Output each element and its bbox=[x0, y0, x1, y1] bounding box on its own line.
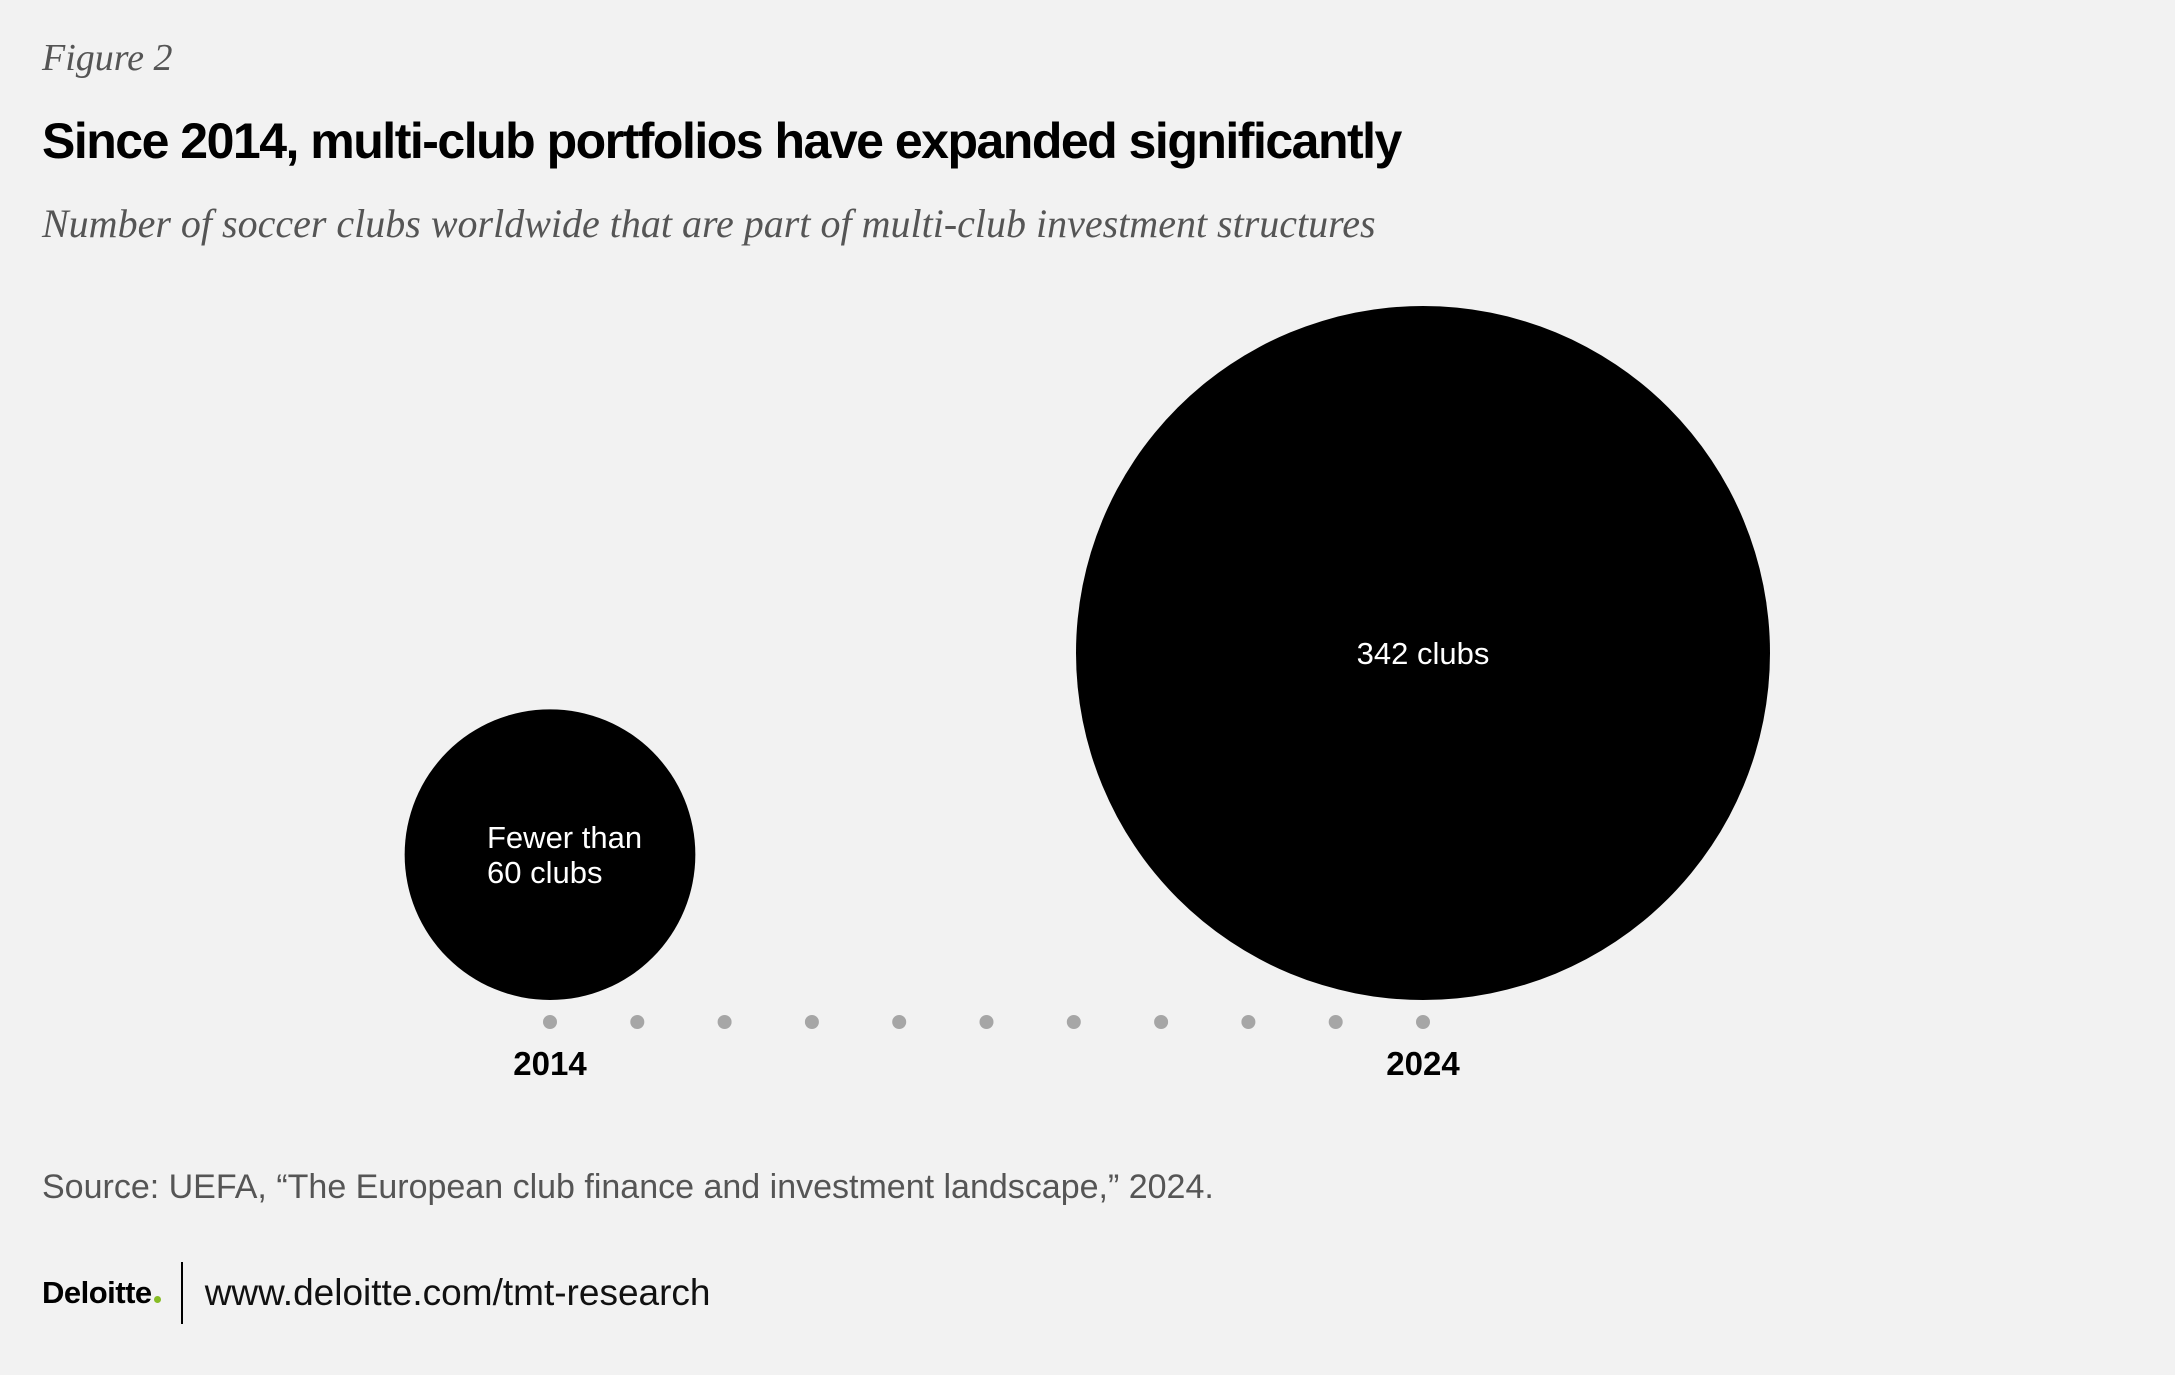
bubble-2024 bbox=[1076, 306, 1770, 1000]
timeline-dot bbox=[1328, 1015, 1343, 1029]
timeline-dot bbox=[630, 1015, 645, 1029]
timeline-dot bbox=[1416, 1015, 1430, 1029]
timeline-dot bbox=[892, 1015, 907, 1029]
timeline-dot bbox=[1241, 1015, 1256, 1029]
year-label-2014: 2014 bbox=[513, 1045, 587, 1082]
footer-divider bbox=[180, 1262, 183, 1324]
timeline-dot bbox=[717, 1015, 732, 1029]
deloitte-logo: Deloitte bbox=[42, 1275, 161, 1311]
footer: Deloitte www.deloitte.com/tmt-research bbox=[42, 1262, 711, 1324]
timeline-dot bbox=[1154, 1015, 1169, 1029]
brand-name: Deloitte bbox=[42, 1275, 152, 1310]
chart-subtitle: Number of soccer clubs worldwide that ar… bbox=[42, 201, 1376, 246]
timeline-dot bbox=[1066, 1015, 1081, 1029]
brand-dot-icon bbox=[153, 1296, 161, 1303]
timeline-dot bbox=[979, 1015, 994, 1029]
figure-label: Figure 2 bbox=[42, 37, 173, 79]
bubble-label-2014: Fewer than 60 clubs bbox=[487, 820, 642, 890]
chart-title: Since 2014, multi-club portfolios have e… bbox=[42, 113, 1402, 169]
footer-url-link[interactable]: www.deloitte.com/tmt-research bbox=[204, 1272, 711, 1313]
bubble-label-2024: 342 clubs bbox=[1357, 636, 1490, 671]
bubble-chart: Fewer than 60 clubs 2014 342 clubs 2024 bbox=[404, 306, 1770, 1082]
source-note: Source: UEFA, “The European club finance… bbox=[42, 1168, 1214, 1206]
timeline-dot bbox=[804, 1015, 819, 1029]
timeline-dot bbox=[543, 1015, 557, 1029]
bubble-2014 bbox=[404, 709, 696, 1000]
year-label-2024: 2024 bbox=[1386, 1045, 1460, 1082]
